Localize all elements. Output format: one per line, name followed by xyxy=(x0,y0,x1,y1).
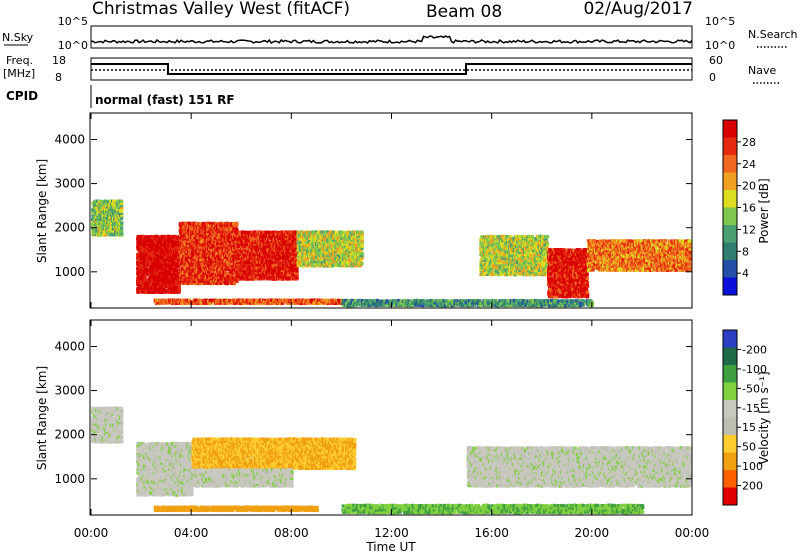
freq-trace xyxy=(91,64,692,74)
nsky-panel-frame xyxy=(91,26,692,48)
station-title: Christmas Valley West (fitACF) xyxy=(92,0,350,19)
range-cell xyxy=(235,222,238,225)
data-region xyxy=(296,230,364,267)
nsky-label: N.Sky xyxy=(2,31,34,44)
cpid-text: normal (fast) 151 RF xyxy=(95,93,235,107)
nave-tick-min: 0 xyxy=(709,71,716,84)
data-region xyxy=(479,235,549,277)
data-region xyxy=(236,230,299,281)
beam-title: Beam 08 xyxy=(426,2,502,22)
date-title: 02/Aug/2017 xyxy=(583,0,693,19)
range-cell xyxy=(361,252,364,255)
nsearch-tick-max: 10^5 xyxy=(705,15,735,28)
freq-tick-min: 8 xyxy=(55,71,62,84)
cpid-label: CPID xyxy=(6,89,38,103)
freq-label-line1: Freq. xyxy=(6,54,33,67)
freq-panel-frame xyxy=(91,58,692,80)
range-cell xyxy=(360,231,363,234)
data-region xyxy=(136,235,181,294)
power-data-layer xyxy=(91,200,692,308)
nsky-tick-max: 10^5 xyxy=(58,15,88,28)
nsky-tick-min: 10^0 xyxy=(58,39,88,52)
data-region xyxy=(179,222,239,286)
range-cell xyxy=(360,262,363,265)
nave-tick-max: 60 xyxy=(709,54,723,67)
nsearch-tick-min: 10^0 xyxy=(705,39,735,52)
range-cell xyxy=(178,284,181,287)
range-cell xyxy=(531,235,534,238)
nsky-trace xyxy=(91,36,692,43)
nsearch-label: N.Search xyxy=(748,28,798,41)
nave-label: Nave xyxy=(748,64,776,77)
freq-tick-max: 18 xyxy=(52,54,66,67)
freq-label-line2: [MHz] xyxy=(3,67,35,80)
